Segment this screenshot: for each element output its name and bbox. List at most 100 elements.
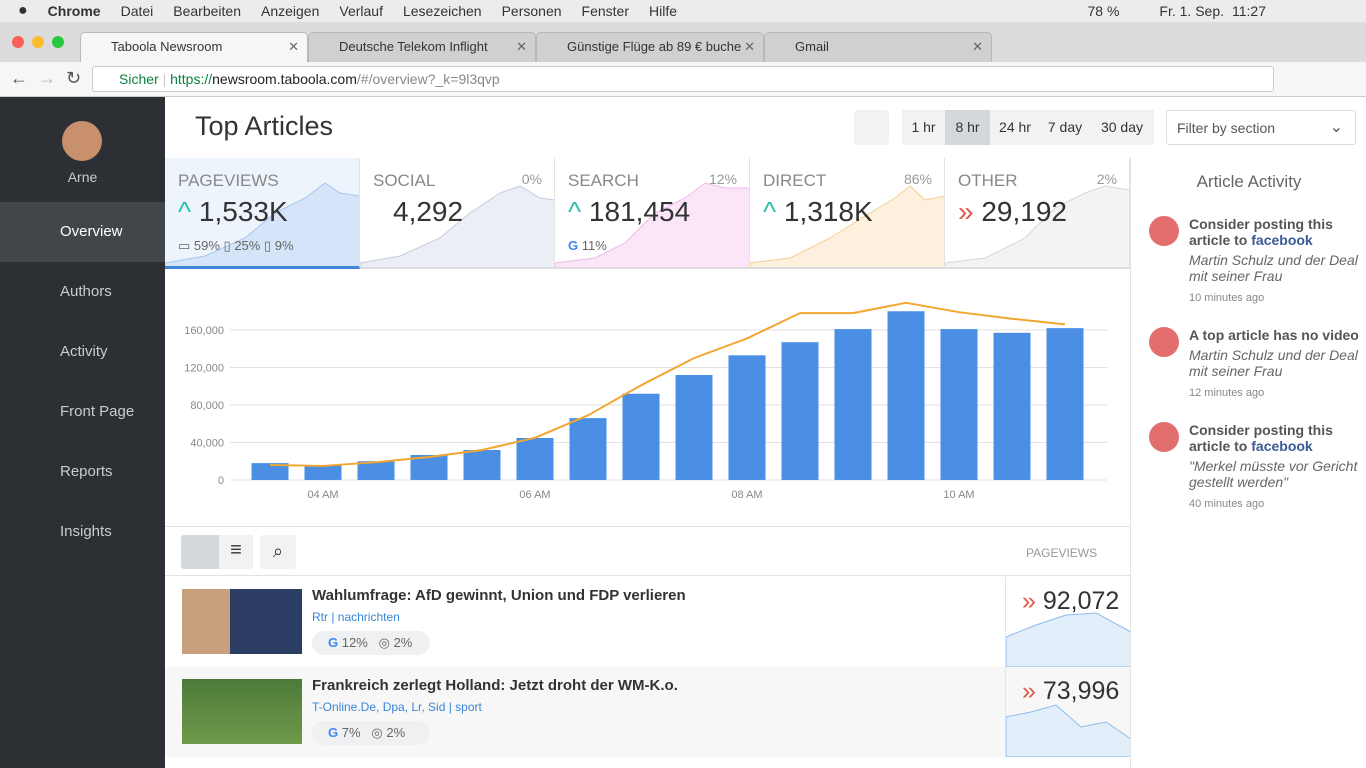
nav-item[interactable]: Overview bbox=[0, 202, 165, 262]
social-share: 2% bbox=[393, 635, 413, 650]
zoom[interactable] bbox=[52, 36, 64, 48]
tab-title: Taboola Newsroom bbox=[111, 39, 223, 54]
activity-article: Martin Schulz und der Deal mit seiner Fr… bbox=[1189, 252, 1358, 284]
minimize[interactable] bbox=[32, 36, 44, 48]
y-tick-label: 80,000 bbox=[190, 400, 224, 412]
stat-number: 1,533K bbox=[198, 196, 288, 227]
search-share: 7% bbox=[341, 725, 361, 740]
url-path: /#/overview?_k=9l3qvp bbox=[356, 71, 500, 87]
menu[interactable]: Lesezeichen bbox=[402, 3, 482, 19]
date: Fr. 1. Sep. bbox=[1159, 3, 1224, 19]
activity-message: Consider posting this article to faceboo… bbox=[1189, 216, 1359, 248]
nav-item[interactable]: Insights bbox=[0, 502, 165, 562]
x-tick-label: 08 AM bbox=[731, 489, 762, 501]
activity-article: Martin Schulz und der Deal mit seiner Fr… bbox=[1189, 347, 1358, 379]
range-button[interactable]: 1 hr bbox=[902, 110, 945, 145]
nav-item[interactable]: Authors bbox=[0, 262, 165, 322]
tab[interactable]: Gmail ✕ bbox=[764, 32, 992, 62]
activity-item[interactable]: Consider posting this article to faceboo… bbox=[1149, 422, 1359, 522]
tablet: 9% bbox=[274, 238, 294, 253]
nav-label: Reports bbox=[60, 463, 113, 480]
activity-item[interactable]: A top article has no video Martin Schulz… bbox=[1149, 327, 1359, 417]
list-toolbar: ≡ ⌕ PAGEVIEWS bbox=[165, 526, 1130, 576]
facebook-icon bbox=[1149, 422, 1179, 452]
list-view[interactable]: ≡ bbox=[219, 535, 253, 569]
back[interactable]: ← bbox=[10, 68, 28, 88]
stat-card[interactable]: SOCIAL 0% 4,292 bbox=[360, 158, 555, 269]
forward[interactable]: → bbox=[38, 68, 56, 88]
stat-number: 1,318K bbox=[783, 196, 873, 227]
nav-item[interactable]: Activity bbox=[0, 322, 165, 382]
bar bbox=[940, 329, 978, 480]
bar bbox=[304, 465, 342, 480]
bar bbox=[993, 332, 1031, 480]
menubar: ● Chrome Datei Bearbeiten Anzeigen Verla… bbox=[0, 0, 1366, 22]
stat-card[interactable]: OTHER 2% » 29,192 bbox=[945, 158, 1130, 269]
stat-card[interactable]: DIRECT 86% ^ 1,318K bbox=[750, 158, 945, 269]
stat-label: DIRECT bbox=[763, 171, 827, 190]
bar bbox=[887, 311, 925, 480]
range-button[interactable]: 30 day bbox=[1090, 110, 1154, 145]
activity-item[interactable]: Consider posting this article to faceboo… bbox=[1149, 216, 1359, 316]
menu[interactable]: Verlauf bbox=[339, 3, 383, 19]
menu[interactable]: Bearbeiten bbox=[173, 3, 241, 19]
stat-label: SOCIAL bbox=[373, 171, 436, 190]
sparkline bbox=[360, 185, 554, 267]
menu[interactable]: Anzeigen bbox=[260, 3, 320, 19]
stat-value: ^ 1,318K bbox=[763, 196, 873, 227]
sparkline bbox=[555, 182, 749, 267]
tab-title: Gmail bbox=[795, 39, 829, 54]
bar bbox=[357, 461, 395, 480]
clock: 11:27 bbox=[1232, 3, 1266, 19]
search[interactable]: ⌕ bbox=[260, 535, 296, 569]
reload[interactable]: ↻ bbox=[66, 68, 82, 88]
main: Top Articles 1 hr 8 hr 24 hr 7 day 30 da… bbox=[165, 97, 1366, 768]
search-share: 12% bbox=[341, 635, 368, 650]
tv-button[interactable] bbox=[854, 110, 889, 145]
battery: 78 % bbox=[1087, 3, 1120, 19]
bar bbox=[516, 438, 554, 480]
card-view[interactable] bbox=[181, 535, 219, 569]
tab[interactable]: Günstige Flüge ab 89 € buche ✕ bbox=[536, 32, 764, 62]
section-filter[interactable]: Filter by section ⌄ bbox=[1166, 110, 1356, 145]
app-name[interactable]: Chrome bbox=[47, 3, 101, 19]
secure-label: Sicher bbox=[119, 71, 159, 87]
activity-article: "Merkel müsste vor Gericht gestellt werd… bbox=[1189, 458, 1358, 490]
nav-item[interactable]: Reports bbox=[0, 442, 165, 502]
stat-number: 181,454 bbox=[588, 196, 691, 227]
range-button[interactable]: 8 hr bbox=[945, 110, 990, 145]
x-tick-label: 10 AM bbox=[943, 489, 974, 501]
menu[interactable]: Personen bbox=[501, 3, 562, 19]
toolbar: ← → ↻ Sicher | https://newsroom.taboola.… bbox=[0, 62, 1366, 97]
stat-value: ^ 1,533K bbox=[178, 196, 288, 227]
column-header: PAGEVIEWS bbox=[1026, 546, 1098, 560]
facebook-icon bbox=[1149, 216, 1179, 246]
stat-card[interactable]: PAGEVIEWS ^ 1,533K ▭ 59% ▯ 25% ▯ 9% bbox=[165, 158, 360, 269]
menu[interactable]: Hilfe bbox=[649, 3, 678, 19]
views-number: 92,072 bbox=[1042, 587, 1120, 615]
range-button[interactable]: 7 day bbox=[1040, 110, 1090, 145]
thumbnail bbox=[182, 589, 302, 654]
stat-label: SEARCH bbox=[568, 171, 639, 190]
tab[interactable]: Deutsche Telekom Inflight ✕ bbox=[308, 32, 536, 62]
article-views: » 92,072 bbox=[1005, 577, 1131, 667]
nav-item[interactable]: Front Page bbox=[0, 382, 165, 442]
menu[interactable]: Fenster bbox=[581, 3, 629, 19]
activity-message: A top article has no video bbox=[1189, 327, 1359, 343]
article-row[interactable]: Wahlumfrage: AfD gewinnt, Union und FDP … bbox=[165, 577, 1131, 667]
article-views: » 73,996 bbox=[1005, 667, 1131, 757]
apple: ● bbox=[18, 2, 28, 19]
menu[interactable]: Datei bbox=[120, 3, 154, 19]
close-window[interactable] bbox=[12, 36, 24, 48]
stat-card[interactable]: SEARCH 12% ^ 181,454 G 11% bbox=[555, 158, 750, 269]
bar bbox=[569, 418, 607, 480]
omnibox[interactable]: Sicher | https://newsroom.taboola.com/#/… bbox=[92, 66, 1274, 92]
article-row[interactable]: Frankreich zerlegt Holland: Jetzt droht … bbox=[165, 667, 1131, 757]
range-button[interactable]: 24 hr bbox=[990, 110, 1040, 145]
article-title: Frankreich zerlegt Holland: Jetzt droht … bbox=[312, 677, 678, 694]
nav-label: Authors bbox=[60, 283, 112, 300]
user-name: Arne bbox=[67, 169, 98, 185]
bar bbox=[675, 375, 713, 480]
tab[interactable]: Taboola Newsroom ✕ bbox=[80, 32, 308, 62]
